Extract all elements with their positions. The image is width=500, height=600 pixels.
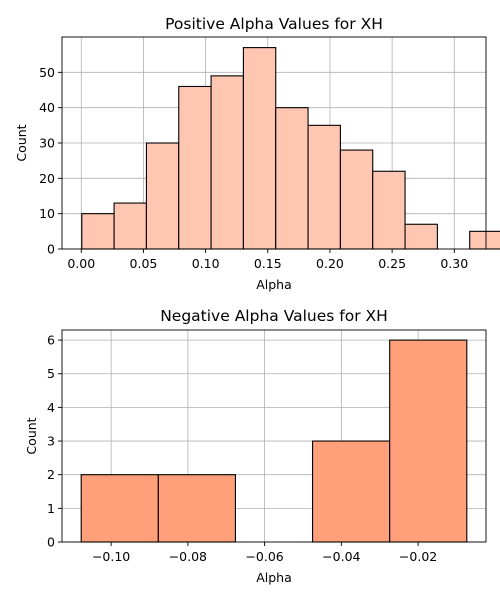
- y-tick-label: 0: [47, 535, 55, 550]
- histogram-bar: [145, 142, 180, 250]
- y-tick-label: 50: [39, 65, 55, 80]
- y-tick-label: 6: [47, 333, 55, 348]
- y-tick-label: 5: [47, 366, 55, 381]
- y-tick-label: 20: [39, 171, 55, 186]
- x-tick-label: −0.04: [322, 549, 360, 564]
- x-tick-label: −0.06: [245, 549, 283, 564]
- axis-ticks: 0.00 0.05 0.10 0.15 0.20 0.25 0.30 0 10 20 30 40 50: [39, 65, 468, 271]
- histogram-bar: [339, 149, 374, 250]
- x-tick-label: −0.10: [92, 549, 130, 564]
- y-tick-label: 10: [39, 206, 55, 221]
- y-axis-label: Count: [14, 124, 29, 161]
- histogram-bar: [157, 474, 236, 543]
- x-tick-label: 0.00: [67, 256, 95, 271]
- y-tick-label: 2: [47, 467, 55, 482]
- y-axis-label: Count: [24, 417, 39, 454]
- x-tick-label: 0.10: [192, 256, 220, 271]
- histogram-bar: [178, 85, 212, 250]
- histogram-bar: [389, 339, 468, 543]
- x-axis-label: Alpha: [256, 277, 292, 292]
- negative-alpha-histogram: Negative Alpha Values for XH −0.10 −0.08−…: [24, 307, 487, 585]
- x-axis-label: Alpha: [256, 570, 292, 585]
- chart-title: Negative Alpha Values for XH: [160, 307, 388, 325]
- histogram-bar: [242, 47, 277, 250]
- y-tick-label: 1: [47, 501, 55, 516]
- y-tick-label: 3: [47, 434, 55, 449]
- y-tick-label: 30: [39, 136, 55, 151]
- chart-title: Positive Alpha Values for XH: [165, 15, 383, 33]
- histogram-bar: [80, 474, 159, 543]
- plot-frame: [61, 329, 487, 543]
- histogram-bars: [81, 47, 500, 250]
- y-tick-label: 40: [39, 100, 55, 115]
- histogram-bar: [275, 107, 309, 250]
- histogram-bar: [312, 440, 391, 543]
- histogram-bar: [404, 223, 438, 250]
- x-tick-label: −0.08: [169, 549, 207, 564]
- histogram-bar: [113, 202, 147, 250]
- x-tick-label: 0.30: [440, 256, 468, 271]
- histogram-bar: [307, 124, 341, 250]
- axis-ticks: −0.10 −0.08 −0.06 −0.04 −0.02 0 1 2 3 4 5 6: [47, 333, 437, 564]
- y-tick-label: 4: [47, 400, 55, 415]
- x-tick-label: 0.25: [378, 256, 406, 271]
- x-tick-label: 0.15: [254, 256, 282, 271]
- histogram-bar: [469, 230, 500, 250]
- histogram-bar: [372, 170, 406, 250]
- x-tick-label: −0.02: [399, 549, 437, 564]
- histogram-bar: [81, 213, 115, 250]
- histogram-bar: [210, 75, 244, 250]
- x-tick-label: 0.20: [316, 256, 344, 271]
- y-tick-label: 0: [47, 242, 55, 257]
- x-tick-label: 0.05: [130, 256, 158, 271]
- histogram-bars: [80, 339, 468, 543]
- positive-alpha-histogram: Positive Alpha Values for XH 0.00 0.05 0.1…: [14, 15, 500, 292]
